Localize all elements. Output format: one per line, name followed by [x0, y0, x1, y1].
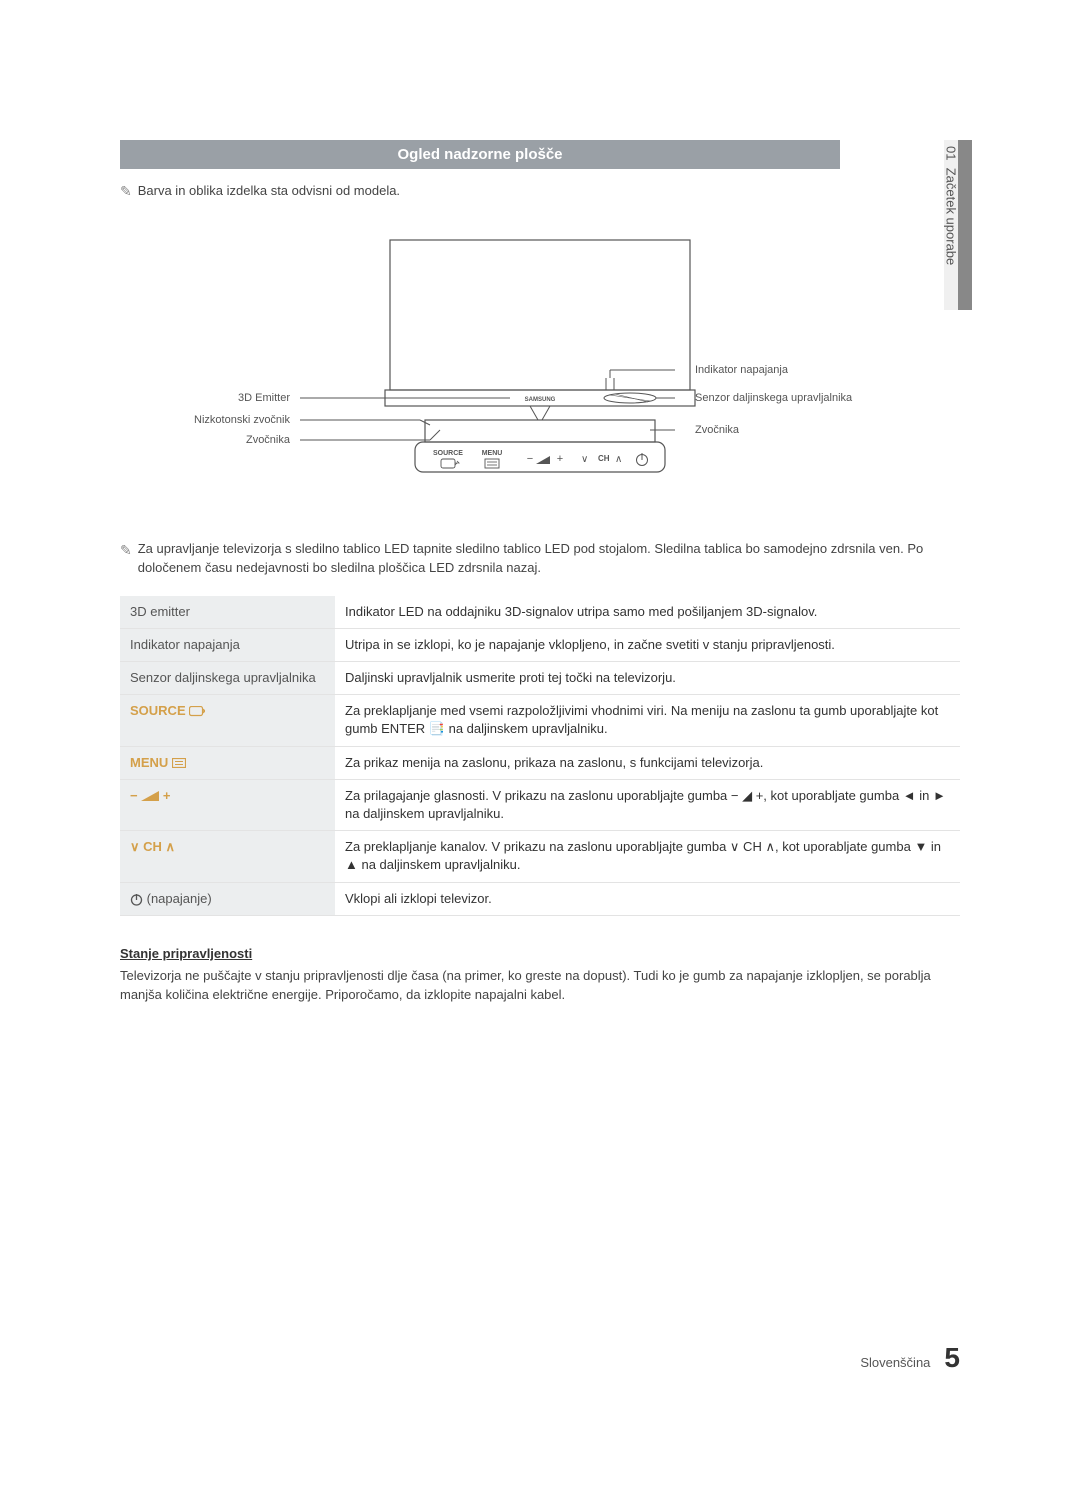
table-row: 3D emitterIndikator LED na oddajniku 3D-…	[120, 596, 960, 629]
btn-source-label: SOURCE	[433, 450, 463, 457]
label-subwoofer: Nizkotonski zvočnik	[194, 414, 290, 426]
control-description: Vklopi ali izklopi televizor.	[335, 882, 960, 915]
label-power-indicator: Indikator napajanja	[695, 364, 788, 376]
label-speaker-left: Zvočnika	[246, 434, 290, 446]
svg-text:CH: CH	[598, 454, 610, 463]
control-description: Za prilagajanje glasnosti. V prikazu na …	[335, 779, 960, 830]
control-description: Za prikaz menija na zaslonu, prikaza na …	[335, 746, 960, 779]
chapter-side-tab: 01 Začetek uporabe	[944, 140, 972, 310]
control-description: Za preklapljanje med vsemi razpoložljivi…	[335, 695, 960, 746]
table-row: ∨ CH ∧Za preklapljanje kanalov. V prikaz…	[120, 831, 960, 882]
svg-text:SAMSUNG: SAMSUNG	[525, 397, 556, 403]
page-footer: Slovenščina 5	[860, 1342, 960, 1374]
control-label: ∨ CH ∧	[120, 831, 335, 882]
table-row: (napajanje)Vklopi ali izklopi televizor.	[120, 882, 960, 915]
note-icon: ✎	[120, 540, 132, 578]
control-label: Indikator napajanja	[120, 628, 335, 661]
label-speaker-right: Zvočnika	[695, 424, 739, 436]
table-row: SOURCE Za preklapljanje med vsemi razpol…	[120, 695, 960, 746]
svg-text:∨: ∨	[581, 454, 588, 465]
footer-page-number: 5	[944, 1342, 960, 1374]
footer-language: Slovenščina	[860, 1355, 930, 1370]
control-label: 3D emitter	[120, 596, 335, 629]
table-row: Indikator napajanjaUtripa in se izklopi,…	[120, 628, 960, 661]
note-led-tray: ✎ Za upravljanje televizorja s sledilno …	[120, 540, 960, 578]
table-row: MENU Za prikaz menija na zaslonu, prikaz…	[120, 746, 960, 779]
control-label: Senzor daljinskega upravljalnika	[120, 662, 335, 695]
svg-text:+: +	[557, 453, 563, 465]
control-label: SOURCE	[120, 695, 335, 746]
standby-heading: Stanje pripravljenosti	[120, 946, 960, 961]
control-label: − +	[120, 779, 335, 830]
label-3d-emitter: 3D Emitter	[238, 392, 290, 404]
svg-text:∧: ∧	[615, 454, 622, 465]
control-description: Daljinski upravljalnik usmerite proti te…	[335, 662, 960, 695]
btn-menu-label: MENU	[482, 450, 503, 457]
control-description: Utripa in se izklopi, ko je napajanje vk…	[335, 628, 960, 661]
standby-body: Televizorja ne puščajte v stanju priprav…	[120, 967, 960, 1005]
label-remote-sensor: Senzor daljinskega upravljalnika	[695, 392, 852, 404]
control-description: Indikator LED na oddajniku 3D-signalov u…	[335, 596, 960, 629]
control-label: MENU	[120, 746, 335, 779]
controls-table: 3D emitterIndikator LED na oddajniku 3D-…	[120, 596, 960, 916]
table-row: − +Za prilagajanje glasnosti. V prikazu …	[120, 779, 960, 830]
control-label: (napajanje)	[120, 882, 335, 915]
side-tab-text: 01 Začetek uporabe	[944, 146, 959, 265]
note-icon: ✎	[120, 183, 132, 200]
control-description: Za preklapljanje kanalov. V prikazu na z…	[335, 831, 960, 882]
tv-diagram: SAMSUNG SOURCE MENU − + ∨ CH ∧	[280, 230, 800, 500]
note-model-dependent: ✎ Barva in oblika izdelka sta odvisni od…	[120, 183, 960, 200]
table-row: Senzor daljinskega upravljalnikaDaljinsk…	[120, 662, 960, 695]
section-header: Ogled nadzorne plošče	[120, 140, 840, 169]
svg-text:−: −	[527, 453, 533, 465]
